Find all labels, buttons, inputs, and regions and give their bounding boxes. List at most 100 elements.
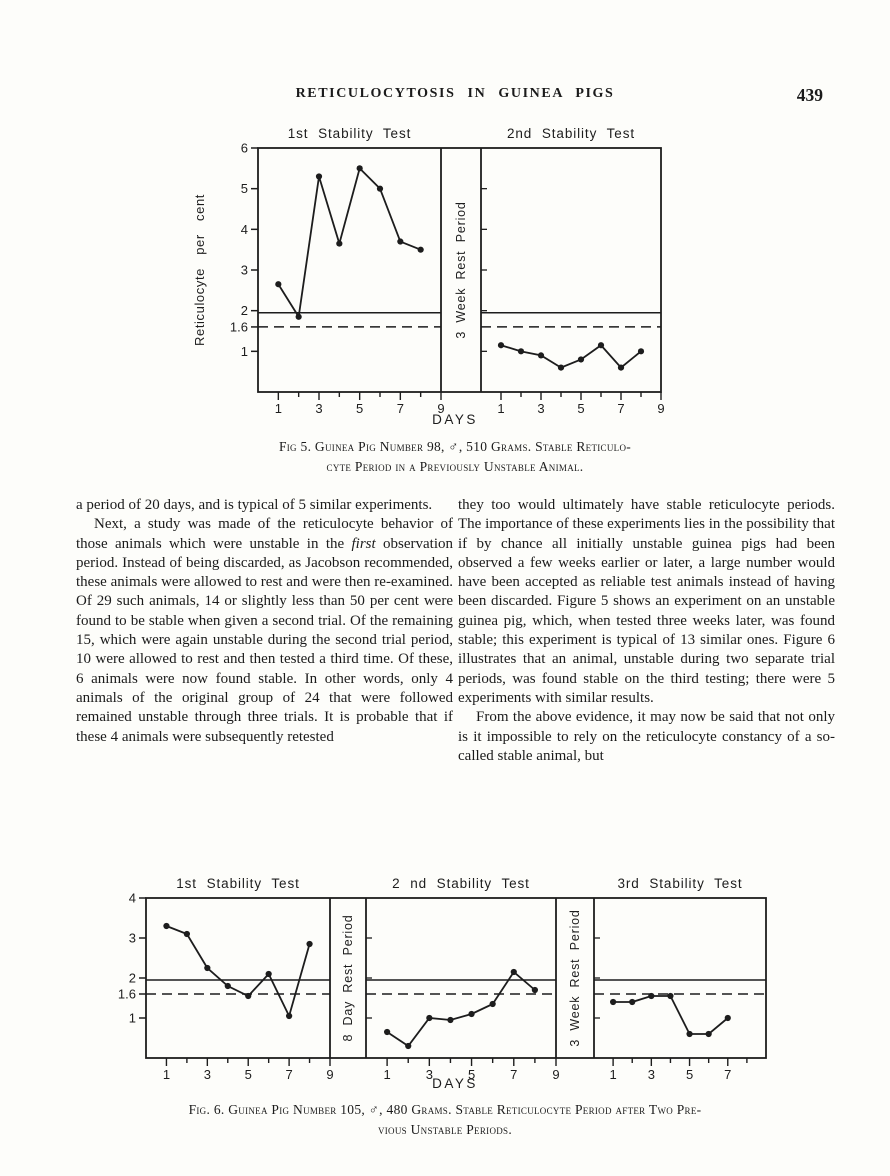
- data-point: [426, 1014, 433, 1022]
- running-head: RETICULOCYTOSIS IN GUINEA PIGS 439: [75, 85, 835, 110]
- data-point: [629, 998, 636, 1006]
- data-point: [557, 364, 565, 371]
- y-axis-label: Reticulocyte per cent: [192, 194, 207, 346]
- rest-band-label: 3 Week Rest Period: [568, 909, 582, 1046]
- data-point: [397, 238, 404, 245]
- y-tick-label: 3: [129, 931, 136, 946]
- data-point: [724, 1014, 731, 1022]
- data-point: [265, 970, 272, 978]
- x-tick-label: 5: [577, 401, 584, 416]
- data-point: [224, 982, 231, 990]
- data-point: [667, 992, 674, 1000]
- figure6-caption: Fig. 6. Guinea Pig Number 105, ♂, 480 Gr…: [80, 1100, 810, 1140]
- panel-title: 1st Stability Test: [288, 126, 412, 141]
- x-tick-label: 3: [537, 401, 544, 416]
- data-point: [617, 364, 625, 371]
- data-point: [417, 246, 424, 253]
- y-tick-label: 1.6: [118, 987, 136, 1002]
- y-tick-label: 4: [129, 891, 136, 906]
- y-tick-label: 3: [241, 263, 248, 278]
- x-tick-label: 1: [383, 1067, 390, 1082]
- body-left-column: a period of 20 days, and is typical of 5…: [76, 496, 453, 747]
- panel-title: 3rd Stability Test: [618, 876, 743, 891]
- data-point: [183, 930, 190, 938]
- panel-title: 2 nd Stability Test: [392, 876, 530, 891]
- x-tick-label: 7: [617, 401, 624, 416]
- figure5-caption: Fig 5. Guinea Pig Number 98, ♂, 510 Gram…: [130, 437, 780, 477]
- text-run: a period of 20 days, and is typical of 5…: [76, 497, 433, 513]
- y-tick-label: 1: [241, 344, 248, 359]
- data-point: [531, 986, 538, 994]
- text-run: observation period. Instead of being dis…: [76, 535, 453, 745]
- x-tick-label: 9: [552, 1067, 559, 1082]
- running-title: RETICULOCYTOSIS IN GUINEA PIGS: [295, 86, 615, 101]
- x-tick-label: 9: [657, 401, 664, 416]
- y-tick-label: 5: [241, 181, 248, 196]
- x-tick-label: 7: [510, 1067, 517, 1082]
- data-point: [597, 342, 605, 349]
- x-tick-label: 7: [285, 1067, 292, 1082]
- body-right-column: they too would ultimately have stable re…: [458, 496, 835, 766]
- figure6-chart: 8 Day Rest Period 3 Week Rest Period 4 3 21.…: [118, 876, 767, 1091]
- data-point: [384, 1028, 391, 1036]
- figure6-caption-line2: vious Unstable Periods.: [377, 1122, 513, 1137]
- y-tick-label: 1.6: [230, 319, 248, 334]
- data-point: [286, 1012, 293, 1020]
- x-tick-label: 1: [163, 1067, 170, 1082]
- paragraph: they too would ultimately have stable re…: [458, 496, 835, 708]
- data-point: [275, 281, 282, 288]
- data-point: [245, 992, 252, 1000]
- data-point: [517, 348, 525, 355]
- x-tick-label: 7: [724, 1067, 731, 1082]
- data-point: [468, 1010, 475, 1018]
- series-line: [386, 970, 536, 1048]
- x-tick-label: 9: [326, 1067, 333, 1082]
- x-tick-label: 1: [609, 1067, 616, 1082]
- data-point: [447, 1016, 454, 1024]
- x-tick-label: 9: [437, 401, 444, 416]
- text-run: Next, a study was made of the reticulocy…: [76, 516, 453, 552]
- x-tick-label: 5: [356, 401, 363, 416]
- italic-text-run: first: [351, 535, 376, 552]
- data-point: [315, 173, 323, 180]
- data-point: [637, 348, 645, 355]
- data-point: [610, 998, 617, 1006]
- plot-frame: [145, 897, 767, 1059]
- x-axis-label: DAYS: [432, 412, 478, 427]
- x-tick-label: 1: [497, 401, 504, 416]
- paragraph: From the above evidence, it may now be s…: [458, 708, 835, 766]
- paragraph: Next, a study was made of the reticulocy…: [76, 515, 453, 747]
- data-point: [648, 992, 655, 1000]
- x-tick-label: 5: [468, 1067, 475, 1082]
- data-point: [204, 964, 211, 972]
- data-point: [295, 313, 302, 320]
- data-point: [376, 185, 384, 192]
- data-point: [336, 240, 343, 247]
- x-tick-label: 3: [315, 401, 322, 416]
- x-tick-label: 5: [686, 1067, 693, 1082]
- x-tick-label: 7: [397, 401, 404, 416]
- x-tick-label: 5: [245, 1067, 252, 1082]
- y-tick-label: 2: [129, 971, 136, 986]
- data-point: [537, 352, 545, 359]
- data-point: [356, 165, 363, 172]
- x-axis-label: DAYS: [432, 1076, 478, 1091]
- panel-title: 1st Stability Test: [176, 876, 300, 891]
- figure5-chart: 3 Week Rest Period 6 5 4 3 21.6 1 1st Stability…: [192, 126, 665, 427]
- rest-band-label: 3 Week Rest Period: [454, 201, 468, 338]
- y-tick-label: 4: [241, 222, 248, 237]
- x-tick-label: 3: [204, 1067, 211, 1082]
- paragraph: a period of 20 days, and is typical of 5…: [76, 496, 453, 515]
- data-point: [686, 1030, 693, 1038]
- figure6-caption-line1: Fig. 6. Guinea Pig Number 105, ♂, 480 Gr…: [188, 1102, 702, 1117]
- data-point: [405, 1042, 412, 1050]
- figure5-caption-line1: Fig 5. Guinea Pig Number 98, ♂, 510 Gram…: [278, 439, 632, 454]
- text-run: they too would ultimately have stable re…: [458, 497, 835, 706]
- y-tick-label: 1: [129, 1011, 136, 1026]
- y-tick-label: 2: [241, 303, 248, 318]
- figure5-caption-line2: cyte Period in a Previously Unstable Ani…: [326, 459, 584, 474]
- data-point: [577, 356, 585, 363]
- series-line: [500, 344, 642, 369]
- x-tick-label: 1: [275, 401, 282, 416]
